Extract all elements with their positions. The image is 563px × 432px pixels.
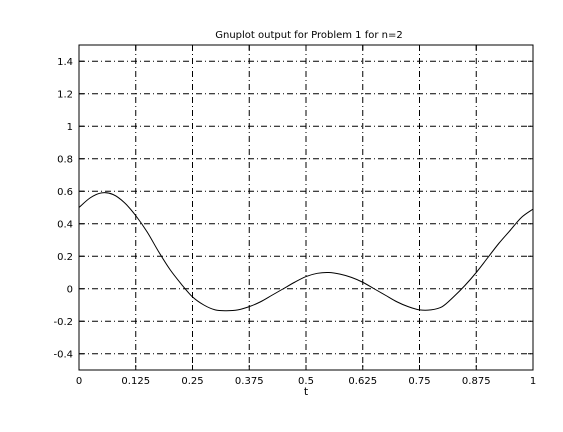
x-tick-label: 0.625 <box>348 376 377 387</box>
y-tick-label: 0.6 <box>57 187 73 198</box>
x-tick-label: 0 <box>76 376 82 387</box>
y-tick-label: 0 <box>67 284 73 295</box>
x-tick-label: 1 <box>530 376 536 387</box>
ticks: 0 0.125 0.25 0.375 0.5 0.625 0.75 0.875 1 -0.4 -0.… <box>53 45 536 387</box>
x-tick-label: 0.375 <box>235 376 264 387</box>
x-tick-label: 0.875 <box>462 376 491 387</box>
y-tick-label: 1 <box>67 122 73 133</box>
chart-title: Gnuplot output for Problem 1 for n=2 <box>215 30 402 41</box>
x-tick-label: 0.125 <box>121 376 150 387</box>
x-axis-label: t <box>304 385 309 398</box>
y-tick-label: -0.4 <box>53 349 73 360</box>
y-tick-label: 1.4 <box>57 57 73 68</box>
x-tick-label: 0.5 <box>298 376 314 387</box>
y-tick-label: 1.2 <box>57 89 73 100</box>
y-tick-label: -0.2 <box>53 317 73 328</box>
x-tick-label: 0.75 <box>408 376 430 387</box>
x-tick-label: 0.25 <box>181 376 203 387</box>
grid <box>79 45 533 370</box>
y-tick-label: 0.4 <box>57 219 73 230</box>
series-line <box>78 192 534 312</box>
series-layer <box>78 192 534 312</box>
y-tick-label: 0.8 <box>57 154 73 165</box>
y-tick-label: 0.2 <box>57 252 73 263</box>
